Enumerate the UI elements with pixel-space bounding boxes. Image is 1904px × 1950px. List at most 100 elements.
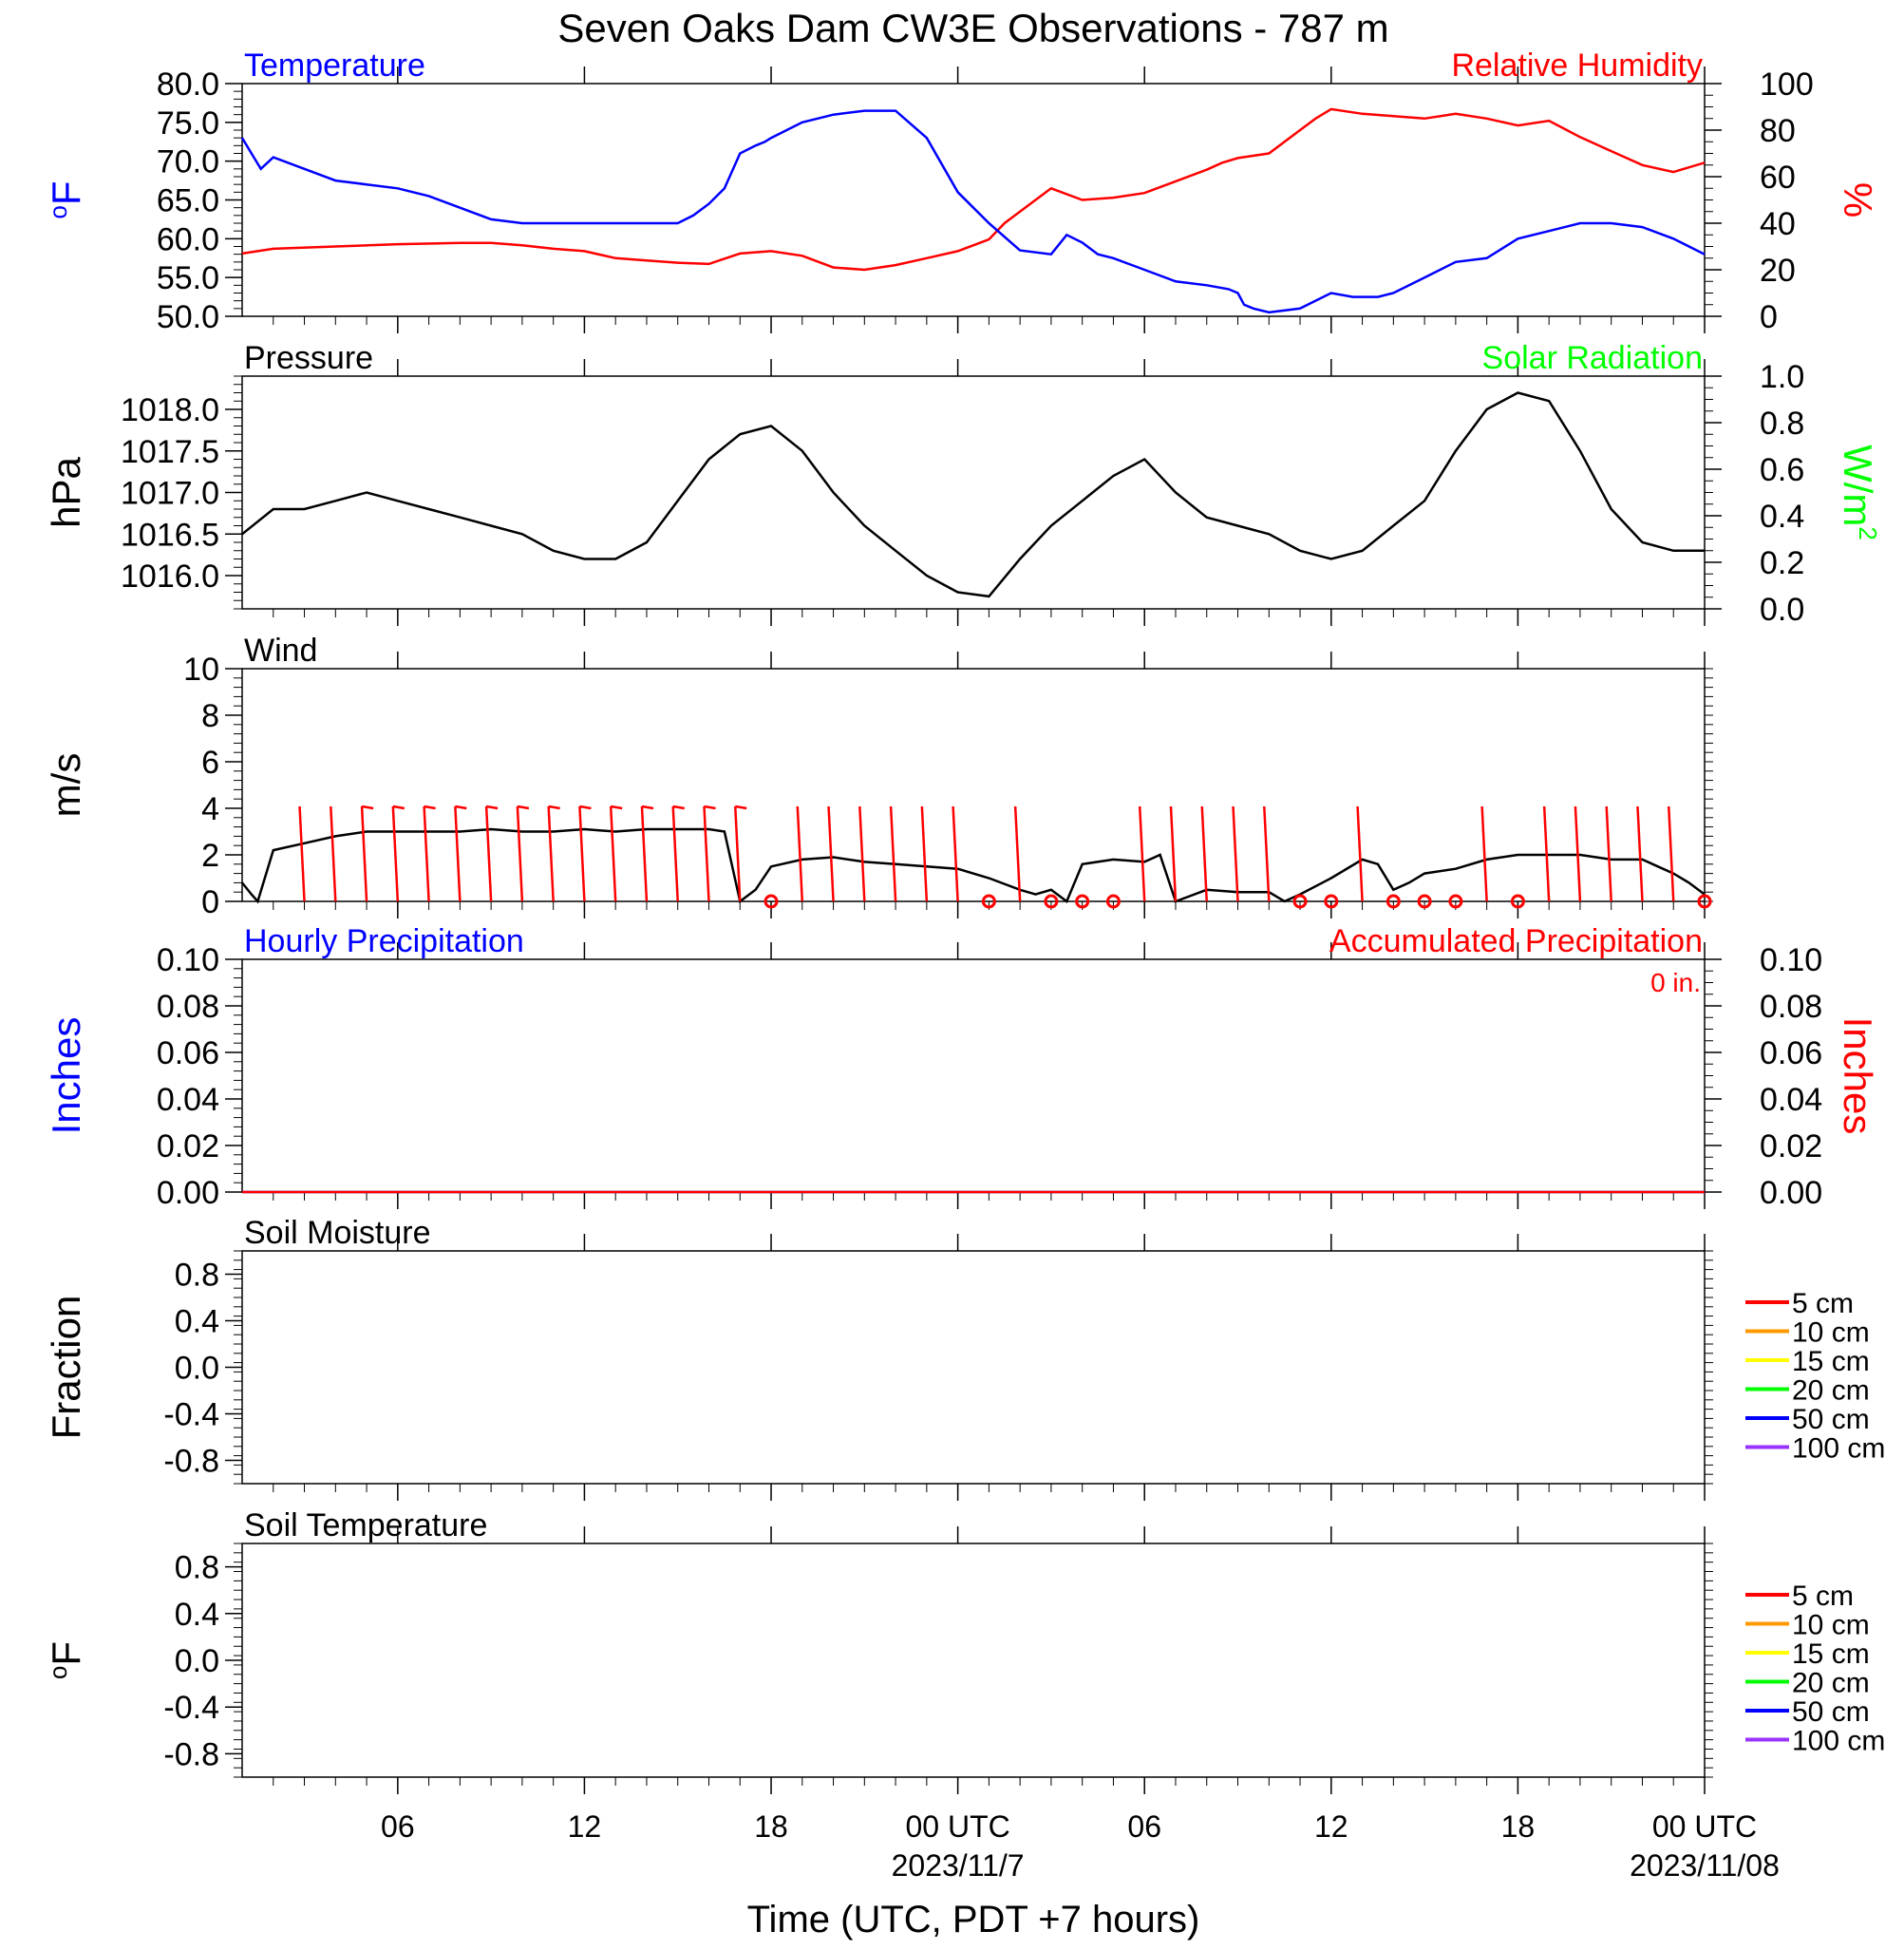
wind-barb-feather <box>704 805 716 810</box>
left-axis-label: hPa <box>44 456 88 527</box>
right-tick-label: 80 <box>1760 113 1796 149</box>
legend-label: 15 cm <box>1792 1346 1870 1377</box>
left-tick-label: 80.0 <box>157 66 219 103</box>
x-axis-label: Time (UTC, PDT +7 hours) <box>747 1899 1200 1941</box>
left-axis-label: oF <box>44 1641 88 1679</box>
left-tick-label: 0.4 <box>175 1597 219 1633</box>
wind-barb-feather <box>610 805 623 810</box>
wind-barb-feather <box>485 805 499 810</box>
x-tick-label: 00 UTC <box>1652 1809 1757 1844</box>
left-tick-label: 0.4 <box>175 1304 219 1340</box>
wind-barb-feather <box>672 805 685 810</box>
wind-barb-staff <box>1356 805 1364 902</box>
wind-barb-feather <box>579 805 592 810</box>
panel-soil-moisture-frame <box>241 1250 1706 1485</box>
right-tick-label: 0.08 <box>1760 989 1822 1025</box>
wind-barb-calm <box>981 894 996 909</box>
wind-barb-staff <box>298 805 306 902</box>
wind-barb-calm <box>1510 894 1525 909</box>
panels-layer: 50.055.060.065.070.075.080.0020406080100… <box>44 47 1885 1883</box>
wind-barb-feather <box>392 805 405 810</box>
wind-barb-calm <box>1448 894 1463 909</box>
left-tick-label: 0.0 <box>175 1643 219 1679</box>
wind-barb-calm <box>1075 894 1090 909</box>
legend-label: 5 cm <box>1792 1581 1854 1612</box>
legend-label: 100 cm <box>1792 1726 1885 1757</box>
right-tick-label: 0 <box>1760 299 1778 335</box>
wind-barb-feather <box>361 805 374 810</box>
wind-barb-staff <box>734 805 742 902</box>
left-tick-label: 10 <box>183 652 219 688</box>
wind-barb-staff <box>1480 805 1488 902</box>
left-tick-label: -0.8 <box>163 1736 219 1772</box>
wind-barb-feather <box>517 805 530 810</box>
right-tick-label: 0.4 <box>1760 499 1804 535</box>
wind-barb-staff <box>1200 805 1208 902</box>
right-axis-label: Inches <box>1836 1017 1880 1135</box>
left-tick-label: 0.06 <box>157 1035 219 1071</box>
wind-barb-calm <box>1324 894 1339 909</box>
wind-barb-calm <box>1044 894 1059 909</box>
right-tick-label: 1.0 <box>1760 359 1804 395</box>
x-tick-label: 12 <box>568 1809 602 1844</box>
left-tick-label: -0.4 <box>163 1690 219 1726</box>
x-tick-label: 00 UTC <box>905 1809 1009 1844</box>
right-tick-label: 20 <box>1760 253 1796 289</box>
wind-barb-staff <box>516 805 524 902</box>
right-tick-label: 0.04 <box>1760 1082 1822 1118</box>
left-tick-label: 65.0 <box>157 183 219 219</box>
panel-left-title: Hourly Precipitation <box>244 923 524 959</box>
x-tick-label: 12 <box>1314 1809 1348 1844</box>
right-tick-label: 0.0 <box>1760 592 1804 628</box>
panel-temperature-humidity: 50.055.060.065.070.075.080.0 0 20 40 60 80 100… <box>44 47 1880 335</box>
panel-left-title: Temperature <box>244 47 425 84</box>
panel-left-title: Wind <box>244 633 317 669</box>
panel-precipitation-frame <box>241 958 1706 1193</box>
x-tick-label: 18 <box>1501 1809 1536 1844</box>
right-tick-label: 0.2 <box>1760 545 1804 581</box>
wind-barb-calm <box>1417 894 1432 909</box>
wind-barb-staff <box>889 805 897 902</box>
left-tick-label: 0.04 <box>157 1082 219 1118</box>
right-axis-label: % <box>1836 182 1880 218</box>
accum-total-label: 0 in. <box>1650 968 1701 997</box>
wind-barb-staff <box>1169 805 1178 902</box>
x-tick-label: 06 <box>381 1809 415 1844</box>
chart-title: Seven Oaks Dam CW3E Observations - 787 m <box>557 6 1388 50</box>
panel-precipitation: 0.00 0.02 0.04 0.06 0.08 0.10 0.00 0.02 0.04 0.06… <box>44 923 1880 1211</box>
left-axis-label: oF <box>44 180 88 218</box>
wind-barb-staff <box>547 805 555 902</box>
wind-barb-calm <box>763 894 779 909</box>
x-tick-label: 18 <box>754 1809 788 1844</box>
right-tick-label: 0.06 <box>1760 1035 1822 1071</box>
wind-barb-staff <box>858 805 866 902</box>
left-tick-label: 0.08 <box>157 989 219 1025</box>
wind-barb-staff <box>360 805 368 902</box>
panel-wind-frame <box>241 668 1706 902</box>
left-tick-label: 1018.0 <box>121 392 219 428</box>
wind-barb-staff <box>330 805 337 902</box>
wind-barb-staff <box>1013 805 1022 902</box>
wind-barb-staff <box>391 805 400 902</box>
wind-barb-staff <box>1232 805 1239 902</box>
left-tick-label: 0 <box>201 884 219 920</box>
panel-wind: 0 2 4 6 8 10 Wind m/s <box>44 633 1713 920</box>
left-tick-label: 0.8 <box>175 1258 219 1294</box>
left-tick-label: 0.0 <box>175 1351 219 1387</box>
wind-barb-calm <box>1292 894 1308 909</box>
left-tick-label: 55.0 <box>157 260 219 296</box>
legend-label: 20 cm <box>1792 1668 1870 1699</box>
wind-barb-calm <box>1697 894 1712 909</box>
wind-barb-feather <box>455 805 467 810</box>
panel-soil-moisture: -0.8 -0.4 0.0 0.4 0.8 Soil Moisture Fraction 5 … <box>44 1215 1885 1501</box>
wind-barb-staff <box>827 805 835 902</box>
wind-barb-staff <box>1605 805 1612 902</box>
left-tick-label: 8 <box>201 698 219 734</box>
temperature-line <box>240 109 1706 314</box>
right-tick-label: 0.02 <box>1760 1128 1822 1164</box>
panel-pressure-solar: 1016.0 1016.5 1017.0 1017.5 1018.0 0.0 0.2 0.4 0… <box>44 340 1882 628</box>
left-tick-label: 0.02 <box>157 1128 219 1164</box>
wind-barb-calm <box>1386 894 1401 909</box>
panel-right-title: Accumulated Precipitation <box>1329 923 1703 959</box>
